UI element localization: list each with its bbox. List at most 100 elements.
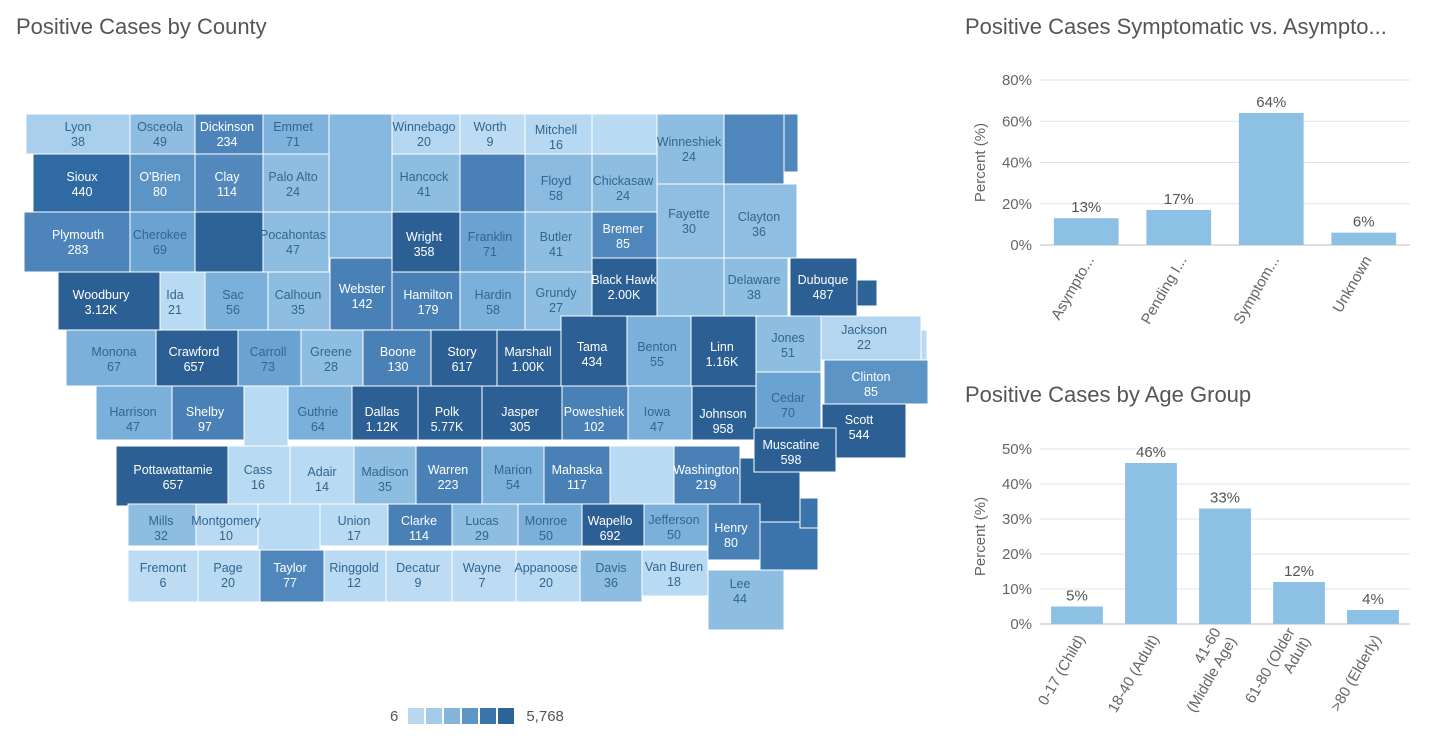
county-page[interactable] (197, 549, 261, 603)
county-shape[interactable] (459, 153, 526, 213)
county-tama[interactable] (560, 315, 628, 387)
county-calhoun[interactable] (267, 271, 331, 331)
county-cherokee[interactable] (129, 211, 196, 273)
county-name-label: Marion (494, 463, 532, 477)
county-cedar[interactable] (755, 371, 822, 429)
bar-41-60-middle-age[interactable] (1199, 508, 1251, 625)
county-ringgold[interactable] (323, 549, 387, 603)
county-van-buren[interactable] (641, 549, 709, 597)
county-shape[interactable] (591, 113, 658, 155)
county-shape[interactable] (656, 257, 725, 317)
county-monona[interactable] (65, 329, 157, 387)
county-butler[interactable] (524, 211, 593, 273)
bar-61-80-older-adult[interactable] (1273, 582, 1325, 624)
county-boone[interactable] (362, 329, 432, 387)
county-jones[interactable] (755, 315, 822, 373)
age-bar-chart[interactable]: 0% 10% 20% 30% 40% 50% Percent (%) 5% 0-17 (Chil… (960, 412, 1430, 742)
county-ida[interactable] (159, 271, 206, 331)
county-emmet[interactable] (262, 113, 330, 155)
county-winneshiek[interactable] (656, 113, 725, 185)
county-hancock[interactable] (391, 153, 461, 213)
county-fremont[interactable] (127, 549, 199, 603)
county-clinton[interactable] (823, 359, 929, 405)
county-lee[interactable] (707, 569, 785, 631)
county-shape[interactable] (328, 211, 393, 259)
county-shape[interactable] (609, 445, 675, 505)
county-mitchell[interactable] (524, 113, 593, 155)
county-lyon[interactable] (25, 113, 131, 155)
bar-unknown[interactable] (1331, 232, 1397, 245)
county-story[interactable] (430, 329, 498, 387)
county-monroe[interactable] (517, 503, 583, 547)
county-dallas[interactable] (351, 385, 419, 441)
county-wright[interactable] (391, 211, 461, 273)
county-name-label: Poweshiek (564, 405, 625, 419)
county-shape[interactable] (194, 211, 264, 273)
county-name-label: Hamilton (403, 288, 452, 302)
county-shape[interactable] (856, 279, 878, 307)
county-washington[interactable] (673, 445, 741, 505)
county-plymouth[interactable] (23, 211, 131, 273)
county-shape[interactable] (243, 385, 289, 447)
county-value-label: 16 (549, 138, 563, 152)
bar-pending-i[interactable] (1146, 209, 1212, 245)
county-jefferson[interactable] (643, 503, 709, 547)
county-palo-alto[interactable] (262, 153, 330, 213)
county-shape[interactable] (920, 329, 928, 361)
county-marion[interactable] (481, 445, 545, 505)
county-delaware[interactable] (723, 257, 789, 323)
county-decatur[interactable] (385, 549, 453, 603)
county-davis[interactable] (579, 549, 643, 603)
bar-asympto[interactable] (1053, 218, 1119, 245)
county-linn[interactable] (690, 315, 757, 387)
county-johnson[interactable] (691, 385, 757, 441)
bar-0-17-child[interactable] (1051, 606, 1103, 625)
county-madison[interactable] (353, 445, 421, 505)
county-sac[interactable] (204, 271, 269, 331)
county-fayette[interactable] (656, 183, 725, 259)
county-greene[interactable] (300, 329, 364, 387)
county-muscatine[interactable] (753, 427, 837, 473)
county-wayne[interactable] (451, 549, 517, 603)
county-marshall[interactable] (496, 329, 562, 387)
county-pottawattamie[interactable] (115, 445, 229, 507)
county-crawford[interactable] (155, 329, 239, 387)
county-jackson[interactable] (820, 315, 922, 361)
county-shape[interactable] (723, 113, 785, 185)
county-appanoose[interactable] (515, 549, 581, 603)
county-osceola[interactable] (129, 113, 196, 155)
county-dickinson[interactable] (194, 113, 264, 155)
county-sioux[interactable] (32, 153, 131, 213)
county-clarke[interactable] (387, 503, 453, 547)
county-worth[interactable] (459, 113, 526, 155)
county-o-brien[interactable] (129, 153, 196, 213)
county-montgomery[interactable] (195, 503, 259, 547)
county-dubuque[interactable] (789, 257, 858, 323)
county-polk[interactable] (417, 385, 483, 441)
county-black-hawk[interactable] (591, 257, 658, 317)
county-guthrie[interactable] (287, 385, 353, 441)
bar-80-elderly[interactable] (1347, 610, 1399, 624)
county-clayton[interactable] (723, 183, 798, 259)
county-carroll[interactable] (237, 329, 302, 387)
county-chickasaw[interactable] (591, 153, 658, 213)
county-shape[interactable] (328, 113, 393, 213)
county-hamilton[interactable] (391, 271, 461, 331)
county-map[interactable]: Lyon38Osceola49Dickinson234Emmet71Winneb… (0, 100, 940, 650)
county-henry[interactable] (707, 503, 761, 561)
county-shape[interactable] (799, 497, 819, 529)
county-shelby[interactable] (171, 385, 245, 441)
county-lucas[interactable] (451, 503, 519, 547)
bar-18-40-adult[interactable] (1125, 463, 1177, 624)
county-pocahontas[interactable] (262, 211, 330, 273)
bar-symptom[interactable] (1238, 113, 1304, 245)
county-jasper[interactable] (481, 385, 563, 441)
county-warren[interactable] (415, 445, 483, 505)
county-poweshiek[interactable] (561, 385, 629, 441)
county-harrison[interactable] (95, 385, 173, 441)
county-shape[interactable] (257, 503, 321, 551)
county-mills[interactable] (127, 503, 197, 547)
county-shape[interactable] (759, 521, 819, 571)
county-shape[interactable] (783, 113, 799, 173)
symptom-bar-chart[interactable]: 0% 20% 40% 60% 80% Percent (%) 13% Asympto... 17… (960, 50, 1430, 370)
